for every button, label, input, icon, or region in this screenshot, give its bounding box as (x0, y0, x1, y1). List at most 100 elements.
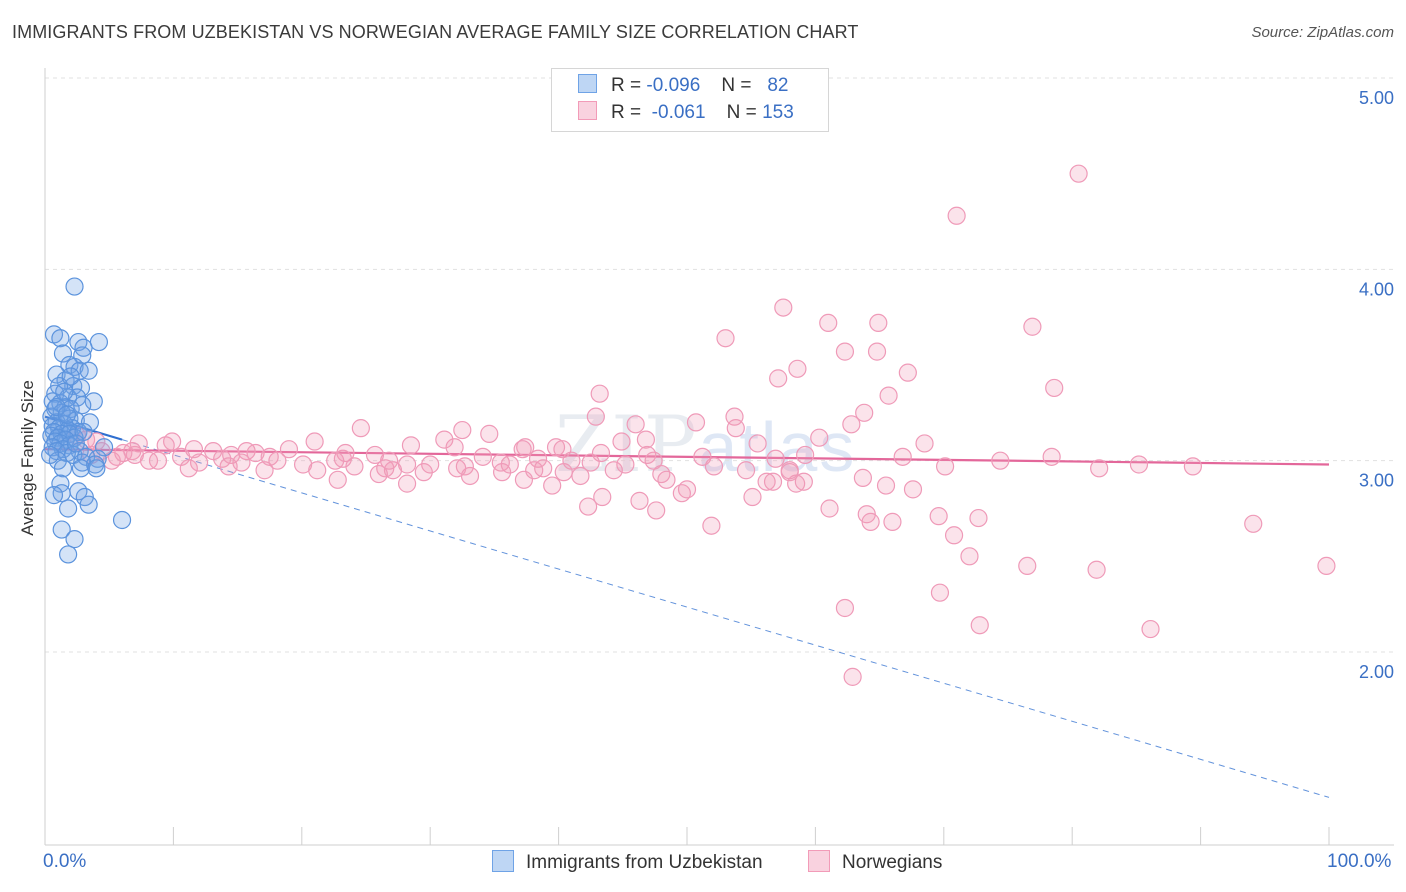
norwegians-point (1317, 556, 1336, 576)
norwegians-points (67, 164, 1336, 686)
norwegians-point (219, 457, 238, 476)
norwegians-point (944, 526, 964, 545)
legend-r-label: R = (611, 102, 642, 123)
norwegians-point (835, 598, 855, 618)
norwegians-point (445, 438, 464, 457)
legend-n-label: N = (726, 102, 757, 123)
uzbekistan-point (69, 332, 88, 352)
norwegians-point (929, 507, 948, 526)
norwegians-point (581, 453, 600, 472)
uzbekistan-point (65, 530, 84, 549)
norwegians-point (546, 438, 566, 457)
legend-r-label: R = (611, 75, 642, 96)
norwegians-point (1244, 514, 1263, 533)
y-tick-label-5: 5.00 (1359, 88, 1394, 108)
norwegians-point (1018, 556, 1037, 576)
norwegians-point (328, 470, 347, 489)
uzbekistan-point (47, 365, 66, 384)
uzbekistan-point (112, 510, 132, 530)
norwegians-point (179, 459, 198, 478)
norwegians-point (903, 480, 923, 499)
norwegians-point (716, 329, 735, 348)
norwegians-point (571, 466, 590, 486)
norwegians-point (1141, 619, 1160, 639)
uzbekistan-point (59, 499, 78, 518)
norwegians-point (554, 463, 573, 482)
legend-r-value: -0.096 (646, 75, 701, 96)
uzbekistan-point (87, 459, 106, 478)
norwegians-point (528, 449, 548, 468)
norwegians-point (788, 359, 807, 378)
uzbekistan-point (79, 361, 98, 380)
norwegians-point (1090, 459, 1109, 478)
uzbekistan-point (51, 474, 70, 493)
y-tick-label-4: 4.00 (1359, 279, 1394, 299)
norwegians-point (222, 445, 241, 465)
norwegians-point (644, 451, 663, 470)
norwegians-point (107, 447, 127, 466)
norwegians-point (435, 430, 454, 449)
norwegians-point (586, 407, 605, 426)
norwegians-point (543, 476, 562, 495)
uzbekistan-trend-extension (121, 439, 1330, 798)
uzbekistan-point (59, 545, 78, 564)
norwegians-point (268, 451, 287, 470)
norwegians-point (869, 313, 888, 333)
norwegians-point (414, 463, 433, 482)
legend-n-value: 153 (762, 102, 794, 123)
legend-swatch-norwegians (578, 101, 597, 121)
norwegians-point (726, 419, 745, 438)
norwegians-point (156, 436, 175, 455)
norwegians-point (796, 445, 815, 465)
uzbekistan-point (52, 520, 71, 539)
norwegians-point (686, 413, 706, 432)
norwegians-point (969, 508, 988, 528)
norwegians-point (693, 447, 712, 466)
uzbekistan-point (53, 459, 73, 478)
norwegians-point (842, 415, 861, 434)
norwegians-point (748, 434, 767, 453)
norwegians-point (351, 419, 370, 438)
norwegians-point (652, 464, 671, 484)
uzbekistan-point (65, 277, 84, 296)
y-tick-labels: 2.00 3.00 4.00 5.00 (1359, 88, 1394, 682)
y-tick-label-3: 3.00 (1359, 471, 1394, 491)
uzbekistan-point (41, 445, 60, 465)
norwegians-point (702, 516, 721, 535)
norwegians-point (397, 474, 417, 493)
legend-n-value: 82 (767, 75, 789, 96)
norwegians-point (1042, 447, 1061, 466)
norwegians-point (672, 484, 691, 503)
norwegians-point (453, 420, 472, 440)
uzbekistan-point (84, 392, 103, 411)
legend-swatch-uzbekistan (578, 74, 597, 94)
norwegians-point (383, 461, 403, 480)
norwegians-point (1045, 378, 1064, 398)
y-tick-label-2: 2.00 (1359, 662, 1394, 682)
norwegians-point (970, 616, 989, 635)
norwegians-point (308, 461, 327, 480)
uzbekistan-point (66, 434, 85, 453)
norwegians-point (616, 455, 635, 474)
norwegians-point (514, 470, 534, 489)
bottom-legend-swatch-uzbekistan (492, 850, 514, 872)
trend-lines (44, 415, 1330, 798)
norwegians-point (305, 432, 324, 451)
norwegians-point (604, 461, 623, 480)
norwegians-point (189, 453, 209, 472)
norwegians-point (1087, 560, 1106, 579)
norwegians-point (861, 512, 880, 531)
norwegians-point (246, 443, 265, 463)
x-tick-label-max: 100.0% (1327, 851, 1392, 872)
uzbekistan-point (79, 495, 98, 514)
axes (44, 68, 1394, 846)
norwegians-point (736, 461, 756, 480)
norwegians-point (757, 472, 776, 491)
norwegians-point (345, 457, 364, 476)
norwegians-point (819, 313, 838, 333)
norwegians-point (947, 206, 966, 225)
norwegians-point (1129, 455, 1149, 474)
norwegians-point (579, 497, 598, 516)
norwegians-point (743, 487, 762, 507)
norwegians-point (491, 453, 510, 472)
